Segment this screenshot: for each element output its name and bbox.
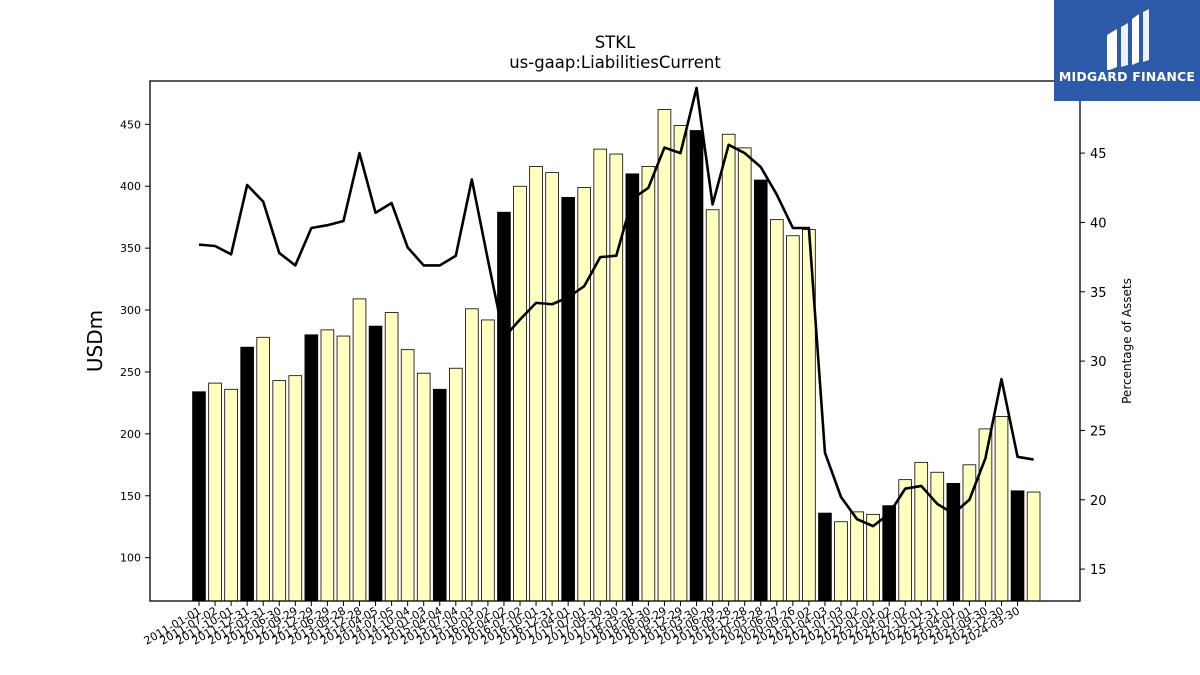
bar-2019-06-29 (737, 147, 752, 602)
bar-2013-06-29 (352, 298, 367, 602)
y2-tick-label: 45 (1090, 147, 1107, 162)
y-tick-label: 450 (120, 118, 141, 131)
chart-subtitle: us-gaap:LiabilitiesCurrent (509, 53, 721, 72)
bar-2015-07-04 (481, 319, 495, 602)
bar-2012-06-30 (288, 375, 303, 602)
bar-2017-04-01 (593, 148, 608, 602)
y-tick-label: 250 (120, 366, 141, 379)
y2-axis-label: Percentage of Assets (1120, 278, 1134, 404)
bar-2023-09-30 (1010, 490, 1025, 602)
bar-2012-09-29 (304, 334, 319, 602)
bar-2012-03-31 (272, 380, 287, 602)
y2-tick-label: 35 (1090, 286, 1107, 301)
bar-2015-10-03 (497, 211, 511, 602)
plot-frame (149, 80, 1081, 602)
bar-2016-12-31 (577, 187, 591, 602)
y-tick-label: 200 (120, 428, 141, 441)
bar-2018-03-31 (657, 109, 672, 602)
bar-2013-09-28 (368, 325, 383, 602)
axes: 1001502002503003504004501520253035404520… (120, 80, 1107, 648)
bar-2011-07-02 (224, 388, 238, 602)
bar-2021-10-02 (882, 505, 896, 602)
bar-2015-04-04 (465, 308, 479, 602)
bar-2020-03-28 (786, 235, 800, 602)
bar-2016-01-02 (513, 185, 527, 602)
chart-title: STKL (595, 33, 636, 52)
bar-2011-04-02 (208, 382, 222, 602)
logo-text: MIDGARD FINANCE (1058, 69, 1196, 84)
bar-2020-09-26 (818, 512, 832, 602)
bar-2016-10-01 (561, 196, 575, 602)
y-tick-label: 300 (120, 304, 141, 317)
bar-2022-04-02 (914, 461, 929, 602)
y2-tick-label: 40 (1090, 216, 1107, 231)
bar-2014-04-05 (400, 349, 415, 602)
bar-2022-07-02 (930, 471, 945, 602)
bar-2018-06-30 (673, 125, 688, 602)
bar-2013-12-28 (384, 312, 399, 602)
bar-2021-04-03 (850, 511, 864, 602)
y-axis-label: USDm (83, 310, 107, 372)
bar-2011-10-01 (240, 346, 254, 602)
y2-tick-label: 20 (1090, 494, 1107, 509)
y-tick-label: 150 (120, 490, 141, 503)
bar-2011-01-01 (192, 391, 206, 602)
bar-series (192, 109, 1041, 602)
bar-2019-03-30 (721, 133, 736, 602)
bar-2022-10-01 (946, 482, 961, 602)
bar-2021-01-02 (834, 521, 848, 602)
bar-2017-12-30 (641, 166, 656, 602)
y-tick-label: 350 (120, 242, 141, 255)
bar-2015-01-03 (448, 367, 463, 602)
bar-2017-09-30 (625, 173, 640, 602)
bar-2019-09-28 (753, 179, 768, 602)
bar-2018-09-29 (689, 130, 704, 602)
bar-2012-12-29 (320, 329, 335, 602)
bar-2019-12-28 (770, 219, 784, 602)
y-tick-label: 400 (120, 180, 141, 193)
bar-2018-12-29 (705, 209, 720, 602)
bar-2011-12-31 (256, 336, 270, 602)
bar-2017-07-01 (609, 153, 624, 602)
bar-2016-04-02 (529, 166, 543, 602)
bar-2016-07-02 (545, 172, 559, 602)
bar-2023-12-30 (1026, 491, 1041, 602)
y-tick-label: 100 (120, 552, 141, 565)
bar-2023-07-01 (994, 416, 1009, 602)
y2-tick-label: 30 (1090, 355, 1107, 370)
y2-tick-label: 15 (1090, 563, 1107, 578)
bar-2013-03-30 (336, 335, 351, 602)
percentage-line (198, 86, 1034, 528)
y2-tick-label: 25 (1090, 424, 1107, 439)
midgard-finance-logo: MIDGARD FINANCE (1054, 0, 1200, 101)
logo-mark-icon (1107, 9, 1149, 70)
bar-2014-07-05 (416, 372, 431, 602)
bar-2014-10-04 (432, 388, 447, 602)
percentage-line-series (198, 86, 1034, 528)
